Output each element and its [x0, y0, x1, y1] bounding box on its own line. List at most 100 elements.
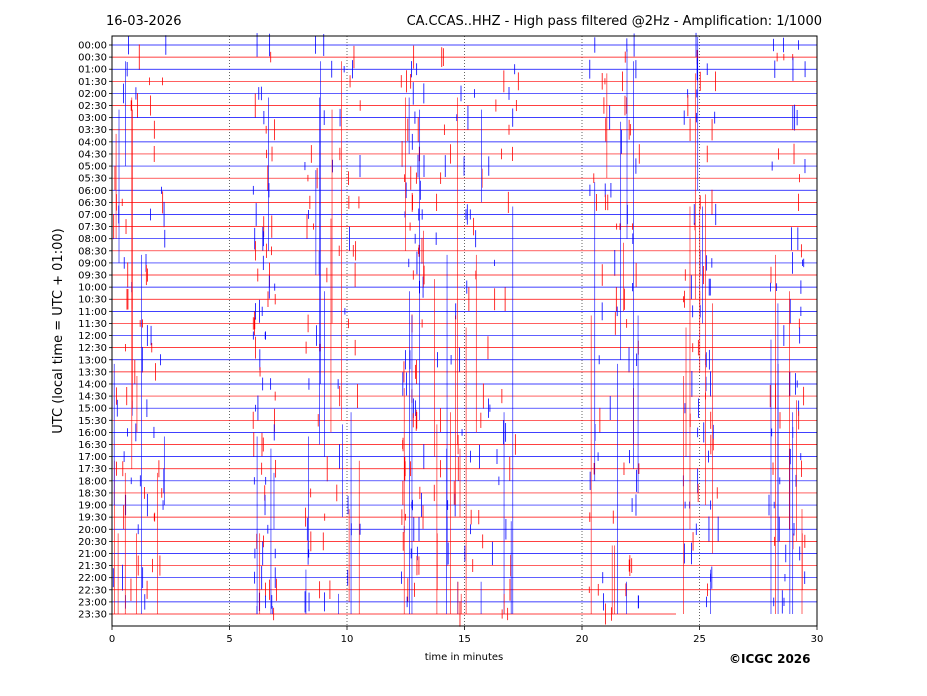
x-tick-label: 10 [341, 634, 354, 645]
y-tick-label: 15:30 [78, 416, 107, 427]
x-axis: 0 5 10 15 20 25 30 [109, 626, 824, 645]
trace-row [112, 141, 817, 167]
trace-row [112, 564, 817, 591]
trace-row [112, 165, 817, 191]
trace-row [112, 154, 817, 178]
y-axis-label: UTC (local time = UTC + 01:00) [51, 228, 66, 433]
trace-row [112, 226, 817, 251]
y-tick-label: 16:00 [78, 428, 107, 439]
trace-row [112, 444, 817, 470]
trace-row [112, 516, 817, 543]
trace-row [112, 480, 817, 506]
trace-row [112, 298, 817, 324]
y-tick-label: 19:00 [78, 501, 107, 512]
trace-row [112, 250, 817, 276]
trace-row [112, 554, 817, 577]
trace-row [112, 201, 817, 228]
x-tick-label: 25 [693, 634, 706, 645]
y-tick-label: 09:00 [78, 258, 107, 269]
trace-row [112, 601, 676, 627]
trace-row [112, 180, 817, 200]
y-tick-label: 23:30 [78, 610, 107, 621]
y-tick-label: 21:30 [78, 561, 107, 572]
y-tick-label: 04:30 [78, 149, 107, 160]
x-tick-label: 30 [811, 634, 824, 645]
y-tick-label: 10:30 [78, 295, 107, 306]
y-axis: 00:0000:3001:0001:3002:0002:3003:0003:30… [78, 41, 112, 621]
y-tick-label: 09:30 [78, 271, 107, 282]
y-tick-label: 08:30 [78, 246, 107, 257]
y-tick-label: 17:30 [78, 464, 107, 475]
y-tick-label: 07:00 [78, 210, 107, 221]
x-tick-label: 5 [226, 634, 232, 645]
trace-row [112, 407, 817, 433]
trace-row [112, 237, 817, 264]
y-tick-label: 18:00 [78, 476, 107, 487]
trace-row [112, 456, 817, 482]
y-tick-label: 22:00 [78, 573, 107, 584]
x-axis-label: time in minutes [425, 652, 504, 663]
y-tick-label: 14:30 [78, 392, 107, 403]
y-tick-label: 20:30 [78, 537, 107, 548]
trace-row [112, 70, 817, 93]
y-tick-label: 23:00 [78, 597, 107, 608]
trace-row [112, 104, 817, 131]
trace-row [112, 371, 817, 397]
y-tick-label: 06:30 [78, 198, 107, 209]
trace-row [112, 32, 817, 58]
trace-row [112, 57, 817, 81]
trace-row [112, 189, 817, 216]
trace-row [112, 505, 817, 530]
y-tick-label: 12:30 [78, 343, 107, 354]
trace-row [112, 590, 817, 614]
y-tick-label: 03:00 [78, 113, 107, 124]
y-tick-label: 05:30 [78, 174, 107, 185]
trace-row [112, 129, 817, 154]
trace-row [112, 578, 817, 602]
plot-area [112, 32, 817, 627]
y-tick-label: 13:30 [78, 367, 107, 378]
y-tick-label: 06:00 [78, 186, 107, 197]
y-tick-label: 17:00 [78, 452, 107, 463]
trace-row [112, 214, 817, 240]
trace-row [112, 82, 817, 105]
y-tick-label: 10:00 [78, 283, 107, 294]
y-tick-label: 05:00 [78, 162, 107, 173]
trace-row [112, 395, 817, 421]
x-tick-label: 20 [576, 634, 589, 645]
y-tick-label: 00:00 [78, 41, 107, 52]
trace-row [112, 432, 817, 457]
y-tick-label: 11:30 [78, 319, 107, 330]
y-tick-label: 04:00 [78, 137, 107, 148]
trace-row [112, 468, 817, 494]
y-tick-label: 12:00 [78, 331, 107, 342]
y-tick-label: 07:30 [78, 222, 107, 233]
y-tick-label: 18:30 [78, 488, 107, 499]
trace-row [112, 287, 817, 312]
y-tick-label: 11:00 [78, 307, 107, 318]
y-tick-label: 01:00 [78, 65, 107, 76]
y-tick-label: 22:30 [78, 585, 107, 596]
trace-row [112, 275, 817, 299]
date-label: 16-03-2026 [106, 14, 182, 29]
copyright-label: ©ICGC 2026 [729, 652, 811, 666]
trace-row [112, 346, 817, 373]
chart-title: CA.CCAS..HHZ - High pass filtered @2Hz -… [407, 14, 822, 29]
y-tick-label: 14:00 [78, 379, 107, 390]
y-tick-label: 13:00 [78, 355, 107, 366]
trace-row [112, 117, 817, 143]
x-tick-label: 15 [458, 634, 471, 645]
x-tick-label: 0 [109, 634, 115, 645]
y-tick-label: 01:30 [78, 77, 107, 88]
y-tick-label: 19:30 [78, 513, 107, 524]
y-tick-label: 02:30 [78, 101, 107, 112]
y-tick-label: 21:00 [78, 549, 107, 560]
trace-row [112, 262, 817, 288]
trace-row [112, 541, 817, 566]
y-tick-label: 00:30 [78, 53, 107, 64]
y-tick-label: 03:30 [78, 125, 107, 136]
y-tick-label: 15:00 [78, 404, 107, 415]
y-tick-label: 08:00 [78, 234, 107, 245]
trace-row [112, 93, 817, 118]
